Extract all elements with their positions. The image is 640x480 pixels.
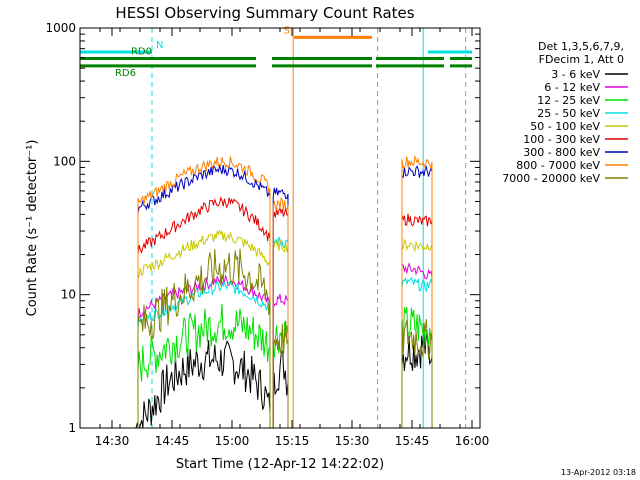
legend-label-4: 25 - 50 keV — [537, 107, 600, 120]
timestamp: 13-Apr-2012 03:18 — [561, 468, 636, 477]
series-9-segment-3 — [401, 319, 433, 428]
series-6-segment-2 — [272, 206, 289, 428]
series-6-segment-3 — [401, 213, 433, 428]
series-5-segment-3 — [401, 238, 433, 428]
x-tick-label-6: 15:45 — [395, 434, 430, 448]
legend-label-8: 800 - 7000 keV — [516, 159, 600, 172]
series-4-segment-3 — [401, 276, 433, 428]
x-tick-label-1: 14:30 — [95, 434, 130, 448]
series-8-segment-3 — [401, 154, 433, 428]
legend-header-line-2: FDecim 1, Att 0 — [539, 53, 624, 66]
status-bar-label-n: N — [156, 40, 163, 51]
series-9-segment-2 — [272, 320, 289, 428]
series-1-segment-1 — [135, 340, 271, 429]
legend-label-3: 12 - 25 keV — [537, 94, 600, 107]
legend: Det 1,3,5,6,7,9,FDecim 1, Att 0 3 - 6 keV… — [502, 40, 628, 185]
x-tick-label-3: 15:00 — [215, 434, 250, 448]
legend-label-2: 6 - 12 keV — [544, 81, 600, 94]
y-tick-label-1: 1 — [68, 421, 76, 435]
chart-title: HESSI Observing Summary Count Rates — [115, 4, 414, 22]
y-axis-label: Count Rate (s⁻¹ detector⁻¹) — [25, 140, 40, 317]
legend-label-7: 300 - 800 keV — [523, 146, 600, 159]
legend-label-5: 50 - 100 keV — [530, 120, 600, 133]
series-2-segment-2 — [272, 293, 289, 428]
x-tick-label-5: 15:30 — [335, 434, 370, 448]
series-8-segment-1 — [137, 156, 271, 428]
x-tick-label-4: 15:15 — [275, 434, 310, 448]
legend-label-9: 7000 - 20000 keV — [502, 172, 600, 185]
series-8-segment-2 — [272, 197, 289, 428]
series-1-segment-2 — [272, 349, 289, 428]
x-tick-label-7: 16:00 — [455, 434, 490, 448]
legend-header-line-1: Det 1,3,5,6,7,9, — [538, 40, 624, 53]
y-tick-label-3: 100 — [53, 154, 76, 168]
series-3-segment-1 — [137, 303, 271, 428]
series-7-segment-2 — [272, 187, 289, 428]
series-7-segment-3 — [401, 165, 433, 428]
series-9-segment-1 — [137, 248, 271, 428]
x-axis-label: Start Time (12-Apr-12 14:22:02) — [176, 457, 384, 472]
series-5-segment-2 — [272, 238, 289, 428]
status-bar-label-rd6: RD6 — [115, 68, 136, 79]
series-2-segment-3 — [401, 262, 433, 428]
status-bar-label-s: S — [284, 25, 290, 36]
data-series — [135, 154, 433, 429]
status-bar-label-rd0: RD0 — [131, 47, 152, 58]
status-bars: N S RD0 RD6 — [80, 25, 472, 79]
axis-ticks: 14:30 14:45 15:00 15:15 15:30 15:45 16:00 1 10 10… — [45, 21, 489, 448]
y-tick-label-4: 1000 — [45, 21, 76, 35]
legend-label-6: 100 - 300 keV — [523, 133, 600, 146]
series-6-segment-1 — [137, 195, 271, 428]
legend-label-1: 3 - 6 keV — [551, 68, 600, 81]
y-tick-label-2: 10 — [61, 288, 76, 302]
series-5-segment-1 — [137, 228, 271, 428]
x-tick-label-2: 14:45 — [155, 434, 190, 448]
series-7-segment-1 — [137, 163, 271, 428]
